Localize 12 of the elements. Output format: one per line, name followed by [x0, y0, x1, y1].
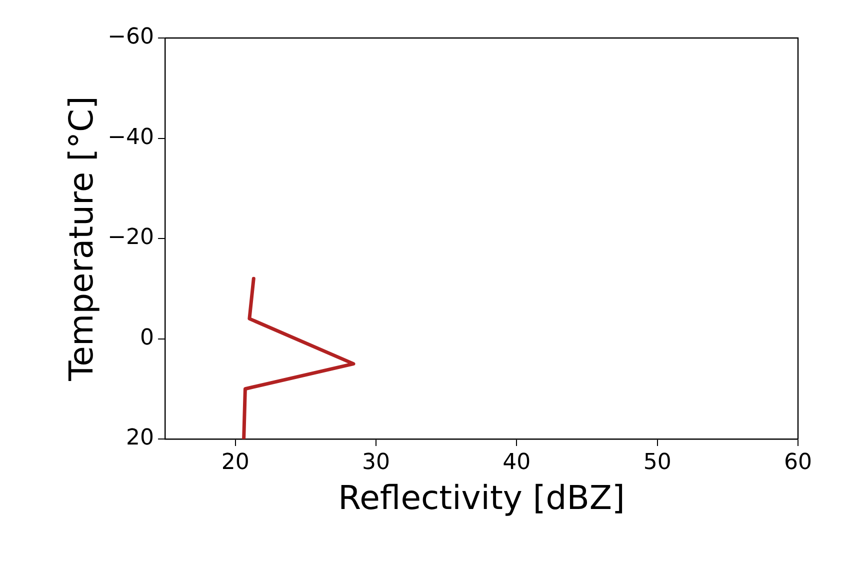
x-tick-label: 40: [502, 450, 531, 475]
x-tick-label: 30: [362, 450, 390, 475]
y-axis-title: Temperature [°C]: [61, 96, 100, 382]
x-tick-label: 50: [643, 450, 672, 475]
y-tick-label: −60: [108, 24, 154, 50]
y-tick-label: −20: [108, 225, 154, 250]
x-tick-label: 20: [221, 450, 250, 475]
x-tick-label: 60: [784, 450, 812, 475]
y-tick-label: 0: [140, 325, 154, 350]
x-axis-title: Reflectivity [dBZ]: [338, 478, 625, 517]
y-tick-label: −40: [108, 124, 154, 150]
y-tick-label: 20: [126, 426, 154, 451]
